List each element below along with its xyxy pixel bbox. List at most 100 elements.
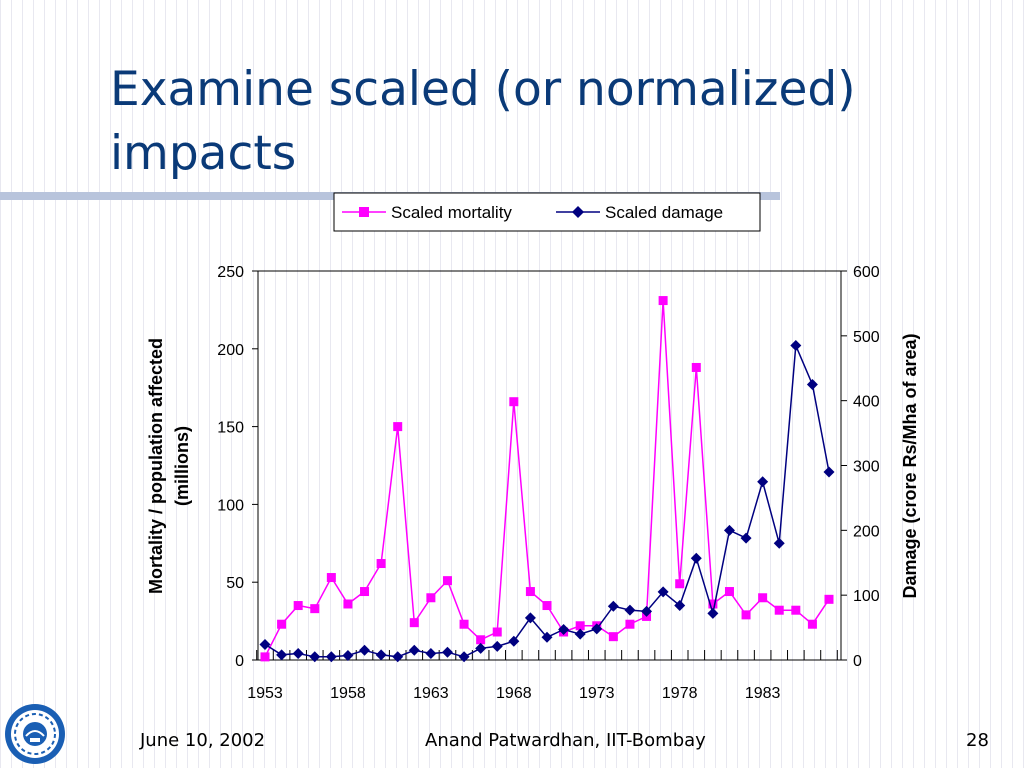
data-point-scaled-mortality xyxy=(459,619,469,629)
data-point-scaled-damage xyxy=(657,586,669,598)
x-tick-label: 1978 xyxy=(662,685,698,700)
data-point-scaled-mortality xyxy=(807,619,817,629)
data-point-scaled-damage xyxy=(790,340,802,352)
data-point-scaled-mortality xyxy=(724,587,734,597)
right-y-axis-title: Damage (crore Rs/Mha of area) xyxy=(900,333,920,598)
legend-diamond-marker-icon xyxy=(572,206,584,218)
data-point-scaled-damage xyxy=(591,623,603,635)
data-point-scaled-damage xyxy=(740,532,752,544)
data-point-scaled-damage xyxy=(574,628,586,640)
data-point-scaled-damage xyxy=(690,552,702,564)
x-tick-label: 1983 xyxy=(745,685,781,700)
data-point-scaled-mortality xyxy=(542,601,552,611)
data-point-scaled-damage xyxy=(259,638,271,650)
data-point-scaled-damage xyxy=(475,642,487,654)
chart-legend: Scaled mortality Scaled damage xyxy=(333,192,761,232)
right-y-tick-label: 600 xyxy=(853,264,880,281)
data-point-scaled-damage xyxy=(458,651,470,663)
legend-item-scaled-damage: Scaled damage xyxy=(556,203,723,222)
data-point-scaled-mortality xyxy=(791,605,801,615)
left-y-tick-label: 50 xyxy=(226,575,244,592)
data-point-scaled-damage xyxy=(773,537,785,549)
data-point-scaled-damage xyxy=(823,466,835,478)
x-tick-label: 1953 xyxy=(247,685,283,700)
data-point-scaled-mortality xyxy=(426,593,436,603)
data-point-scaled-mortality xyxy=(575,621,585,631)
data-point-scaled-mortality xyxy=(260,652,270,662)
legend-item-scaled-mortality: Scaled mortality xyxy=(342,203,512,222)
data-point-scaled-mortality xyxy=(509,397,519,407)
data-point-scaled-damage xyxy=(607,600,619,612)
dual-axis-line-chart: Scaled mortality Scaled damage 0 50 100 150… xyxy=(146,192,920,700)
data-point-scaled-damage xyxy=(524,612,536,624)
data-point-scaled-damage xyxy=(292,648,304,660)
legend-square-marker-icon xyxy=(359,207,369,217)
right-y-tick-label: 0 xyxy=(853,653,862,670)
data-point-scaled-damage xyxy=(375,649,387,661)
left-y-tick-label: 150 xyxy=(217,420,244,437)
data-point-scaled-mortality xyxy=(277,619,287,629)
data-point-scaled-damage xyxy=(508,635,520,647)
data-point-scaled-mortality xyxy=(625,619,635,629)
data-point-scaled-mortality xyxy=(360,587,370,597)
data-point-scaled-damage xyxy=(707,607,719,619)
legend-label-scaled-mortality: Scaled mortality xyxy=(391,203,512,222)
data-point-scaled-damage xyxy=(723,524,735,536)
data-point-scaled-mortality xyxy=(310,604,320,614)
right-y-tick-label: 300 xyxy=(853,459,880,476)
page-number: 28 xyxy=(966,730,989,751)
data-point-scaled-damage xyxy=(641,605,653,617)
x-tick-label: 1973 xyxy=(579,685,615,700)
footer-author: Anand Patwardhan, IIT-Bombay xyxy=(425,730,706,751)
left-y-axis-title-line1: Mortality / population affected xyxy=(146,338,166,594)
data-point-scaled-mortality xyxy=(758,593,768,603)
data-point-scaled-mortality xyxy=(492,627,502,637)
right-y-tick-label: 100 xyxy=(853,588,880,605)
right-y-tick-label: 200 xyxy=(853,523,880,540)
left-y-axis-title-line2: (millions) xyxy=(172,426,192,506)
slide-title: Examine scaled (or normalized) impacts xyxy=(110,62,856,181)
right-y-tick-label: 500 xyxy=(853,329,880,346)
x-tick-label: 1958 xyxy=(330,685,366,700)
data-point-scaled-damage xyxy=(624,604,636,616)
data-point-scaled-damage xyxy=(757,476,769,488)
x-tick-label: 1968 xyxy=(496,685,532,700)
data-point-scaled-damage xyxy=(674,600,686,612)
data-point-scaled-damage xyxy=(491,640,503,652)
data-point-scaled-damage xyxy=(309,651,321,663)
data-point-scaled-damage xyxy=(425,648,437,660)
data-point-scaled-damage xyxy=(342,649,354,661)
data-point-scaled-mortality xyxy=(409,618,419,628)
data-point-scaled-damage xyxy=(408,644,420,656)
data-point-scaled-mortality xyxy=(708,599,718,609)
left-y-ticks: 0 50 100 150 200 250 xyxy=(217,264,258,670)
data-point-scaled-damage xyxy=(276,649,288,661)
data-point-scaled-damage xyxy=(806,378,818,390)
data-point-scaled-damage xyxy=(325,651,337,663)
data-point-scaled-mortality xyxy=(442,576,452,586)
data-point-scaled-damage xyxy=(558,624,570,636)
data-point-scaled-mortality xyxy=(774,605,784,615)
data-point-scaled-mortality xyxy=(293,601,303,611)
legend-box xyxy=(333,192,761,232)
data-point-scaled-mortality xyxy=(741,610,751,620)
data-point-scaled-mortality xyxy=(343,599,353,609)
data-point-scaled-mortality xyxy=(525,587,535,597)
data-point-scaled-mortality xyxy=(326,573,336,583)
data-point-scaled-damage xyxy=(541,631,553,643)
x-ticks: 1953 1958 1963 1968 1973 1978 1983 xyxy=(247,650,838,700)
left-y-tick-label: 100 xyxy=(217,497,244,514)
data-point-scaled-damage xyxy=(392,651,404,663)
data-point-scaled-damage xyxy=(359,644,371,656)
data-point-scaled-mortality xyxy=(675,579,685,589)
data-point-scaled-mortality xyxy=(393,422,403,432)
chart-axes: 0 50 100 150 200 250 0 100 200 300 400 500 600 1953… xyxy=(217,264,880,700)
right-y-tick-label: 400 xyxy=(853,394,880,411)
data-point-scaled-mortality xyxy=(691,362,701,372)
footer-date: June 10, 2002 xyxy=(140,730,266,751)
series-line-scaled-damage xyxy=(264,345,830,658)
data-point-scaled-mortality xyxy=(476,635,486,645)
data-point-scaled-mortality xyxy=(376,559,386,569)
left-y-tick-label: 0 xyxy=(235,653,244,670)
data-point-scaled-mortality xyxy=(608,632,618,642)
